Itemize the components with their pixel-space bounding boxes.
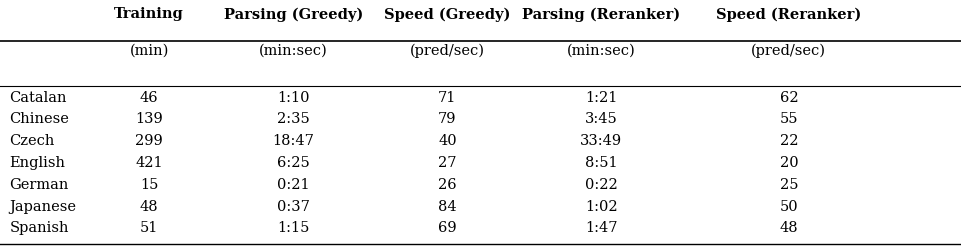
- Text: 1:15: 1:15: [277, 221, 309, 235]
- Text: 1:10: 1:10: [277, 91, 309, 104]
- Text: 0:21: 0:21: [277, 178, 309, 192]
- Text: 69: 69: [437, 221, 456, 235]
- Text: 8:51: 8:51: [584, 156, 617, 170]
- Text: 40: 40: [437, 134, 456, 148]
- Text: 1:02: 1:02: [584, 200, 617, 214]
- Text: 71: 71: [437, 91, 456, 104]
- Text: Training: Training: [114, 7, 184, 21]
- Text: 2:35: 2:35: [277, 112, 309, 126]
- Text: Spanish: Spanish: [10, 221, 69, 235]
- Text: 0:37: 0:37: [277, 200, 309, 214]
- Text: 22: 22: [778, 134, 798, 148]
- Text: 3:45: 3:45: [584, 112, 617, 126]
- Text: 50: 50: [778, 200, 798, 214]
- Text: (min): (min): [130, 43, 168, 57]
- Text: 79: 79: [437, 112, 456, 126]
- Text: 48: 48: [139, 200, 159, 214]
- Text: 6:25: 6:25: [277, 156, 309, 170]
- Text: 15: 15: [139, 178, 159, 192]
- Text: 55: 55: [778, 112, 798, 126]
- Text: Speed (Greedy): Speed (Greedy): [383, 7, 510, 22]
- Text: 48: 48: [778, 221, 798, 235]
- Text: (min:sec): (min:sec): [566, 43, 635, 57]
- Text: Japanese: Japanese: [10, 200, 77, 214]
- Text: (pred/sec): (pred/sec): [409, 43, 484, 58]
- Text: 27: 27: [437, 156, 456, 170]
- Text: Czech: Czech: [10, 134, 55, 148]
- Text: 0:22: 0:22: [584, 178, 617, 192]
- Text: German: German: [10, 178, 69, 192]
- Text: 20: 20: [778, 156, 798, 170]
- Text: Chinese: Chinese: [10, 112, 69, 126]
- Text: 33:49: 33:49: [579, 134, 622, 148]
- Text: Speed (Reranker): Speed (Reranker): [716, 7, 860, 22]
- Text: 1:21: 1:21: [584, 91, 617, 104]
- Text: 46: 46: [139, 91, 159, 104]
- Text: Parsing (Reranker): Parsing (Reranker): [522, 7, 679, 22]
- Text: 84: 84: [437, 200, 456, 214]
- Text: 62: 62: [778, 91, 798, 104]
- Text: (min:sec): (min:sec): [259, 43, 328, 57]
- Text: 299: 299: [136, 134, 162, 148]
- Text: 26: 26: [437, 178, 456, 192]
- Text: 139: 139: [136, 112, 162, 126]
- Text: 1:47: 1:47: [584, 221, 617, 235]
- Text: English: English: [10, 156, 65, 170]
- Text: Parsing (Greedy): Parsing (Greedy): [224, 7, 362, 22]
- Text: 421: 421: [136, 156, 162, 170]
- Text: 51: 51: [139, 221, 159, 235]
- Text: 25: 25: [778, 178, 798, 192]
- Text: Catalan: Catalan: [10, 91, 67, 104]
- Text: (pred/sec): (pred/sec): [751, 43, 825, 58]
- Text: 18:47: 18:47: [272, 134, 314, 148]
